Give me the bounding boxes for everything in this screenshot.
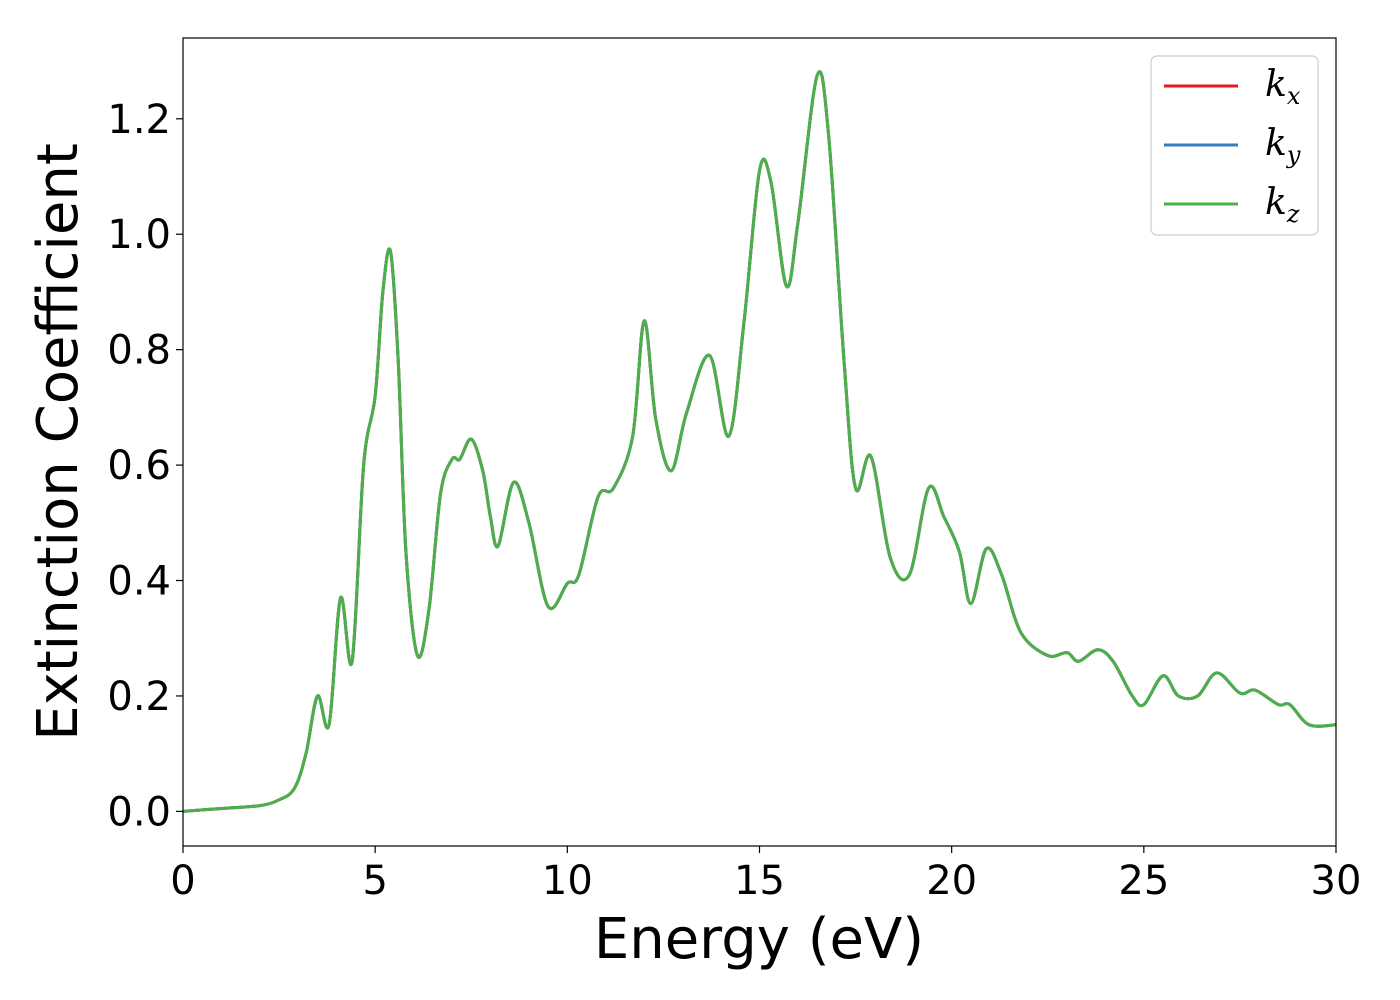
y-tick-label: 0.2 bbox=[107, 674, 171, 720]
y-tick-label: 0.8 bbox=[107, 328, 171, 374]
y-axis-label: Extinction Coefficient bbox=[26, 143, 91, 741]
x-axis-ticks: 0 5 10 15 20 25 30 bbox=[170, 846, 1361, 904]
y-tick-label: 0.6 bbox=[107, 443, 171, 489]
y-tick-label: 0.0 bbox=[107, 789, 171, 835]
y-tick-label: 1.2 bbox=[107, 97, 171, 143]
series-line-z bbox=[183, 70, 1336, 813]
x-tick-label: 15 bbox=[734, 858, 785, 904]
x-tick-label: 0 bbox=[170, 858, 195, 904]
x-tick-label: 5 bbox=[362, 858, 387, 904]
x-axis-label: Energy (eV) bbox=[594, 907, 924, 972]
y-axis-ticks: 0.0 0.2 0.4 0.6 0.8 1.0 1.2 bbox=[107, 97, 183, 835]
series-layer bbox=[183, 70, 1336, 813]
y-tick-label: 0.4 bbox=[107, 559, 171, 605]
legend-label-z: kz bbox=[1265, 182, 1300, 228]
x-tick-label: 10 bbox=[542, 858, 593, 904]
y-tick-label: 1.0 bbox=[107, 212, 171, 258]
x-tick-label: 25 bbox=[1118, 858, 1169, 904]
x-tick-label: 20 bbox=[926, 858, 977, 904]
x-tick-label: 30 bbox=[1311, 858, 1362, 904]
